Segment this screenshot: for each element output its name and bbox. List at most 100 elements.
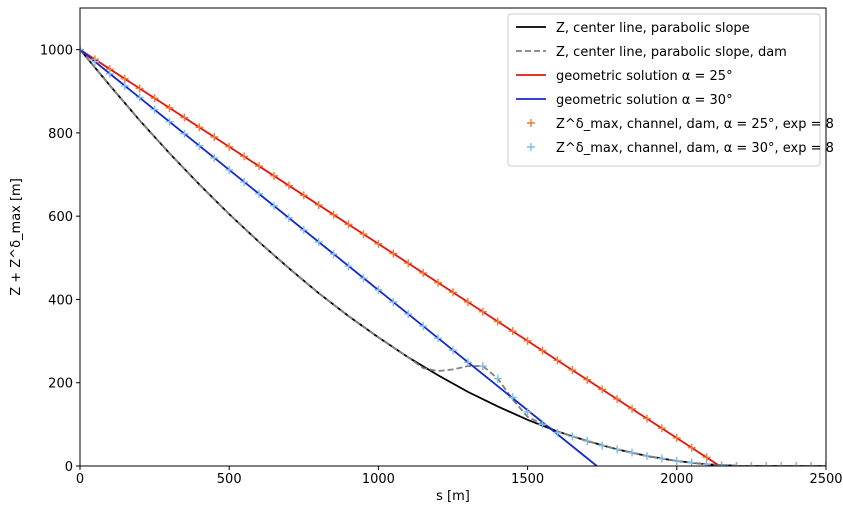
marker <box>583 437 592 446</box>
marker <box>493 317 502 326</box>
x-tick-label: 500 <box>217 472 242 487</box>
legend-label: Z, center line, parabolic slope <box>556 21 750 36</box>
y-tick-label: 0 <box>65 460 73 475</box>
marker <box>717 461 726 466</box>
marker <box>672 433 681 442</box>
marker <box>359 230 368 239</box>
marker <box>568 432 577 441</box>
marker <box>165 117 174 126</box>
marker <box>747 462 756 466</box>
legend-label: geometric solution α = 25° <box>556 69 733 84</box>
marker <box>583 375 592 384</box>
marker <box>284 181 293 190</box>
marker <box>434 334 443 343</box>
marker <box>225 142 234 151</box>
marker <box>628 448 637 457</box>
marker <box>359 274 368 283</box>
y-tick-label: 1000 <box>40 44 73 59</box>
y-axis-label: Z + Z^δ_max [m] <box>9 178 24 296</box>
marker <box>195 123 204 132</box>
marker <box>598 441 607 450</box>
marker <box>449 288 457 297</box>
marker <box>120 81 129 90</box>
marker <box>478 307 487 316</box>
marker <box>404 310 413 319</box>
marker <box>210 132 219 141</box>
x-tick-label: 0 <box>76 472 84 487</box>
marker <box>598 385 607 394</box>
legend-label: Z, center line, parabolic slope, dam <box>556 45 787 60</box>
marker <box>777 462 786 466</box>
marker <box>523 407 532 416</box>
marker <box>508 393 517 402</box>
marker <box>210 153 219 162</box>
marker <box>449 346 457 355</box>
marker <box>702 453 711 462</box>
marker <box>284 213 293 222</box>
x-tick-label: 2000 <box>660 472 693 487</box>
marker <box>150 105 159 114</box>
plot-area <box>80 45 826 466</box>
marker <box>687 458 696 466</box>
marker <box>792 462 801 466</box>
marker <box>329 210 338 219</box>
marker <box>269 201 278 210</box>
marker <box>180 129 189 138</box>
marker <box>642 414 651 423</box>
marker <box>478 362 487 371</box>
legend-label: Z^δ_max, channel, dam, α = 25°, exp = 8 <box>556 117 834 132</box>
marker <box>105 69 114 78</box>
x-axis-label: s [m] <box>436 489 470 504</box>
marker <box>165 103 174 112</box>
marker <box>419 268 428 277</box>
x-tick-label: 1000 <box>362 472 395 487</box>
marker <box>269 171 278 180</box>
marker <box>314 200 323 209</box>
marker <box>80 45 84 54</box>
legend-marker <box>527 119 535 127</box>
legend-box <box>507 13 821 167</box>
y-tick-label: 400 <box>48 293 73 308</box>
marker <box>568 365 577 374</box>
marker <box>642 452 651 461</box>
marker <box>613 445 622 454</box>
marker <box>90 57 99 66</box>
marker <box>195 141 204 150</box>
marker <box>628 404 637 413</box>
marker <box>135 84 144 93</box>
plot-frame <box>79 7 827 467</box>
marker <box>225 165 234 174</box>
marker <box>314 237 323 246</box>
legend-label: Z^δ_max, channel, dam, α = 30°, exp = 8 <box>556 141 834 156</box>
marker <box>299 191 308 200</box>
marker <box>240 152 249 161</box>
marker <box>389 249 398 258</box>
marker <box>672 457 681 466</box>
series-line <box>80 49 826 466</box>
marker <box>255 189 264 198</box>
marker <box>180 113 189 122</box>
legend-label: geometric solution α = 30° <box>556 93 733 108</box>
x-tick-label: 2500 <box>809 472 842 487</box>
marker <box>508 327 517 336</box>
marker <box>255 162 264 171</box>
marker <box>135 93 144 102</box>
legend-marker <box>527 143 535 151</box>
marker <box>762 462 771 466</box>
x-tick-label: 1500 <box>511 472 544 487</box>
marker <box>404 259 413 268</box>
marker <box>613 395 622 404</box>
marker <box>299 225 308 234</box>
marker <box>463 298 472 307</box>
marker <box>702 460 711 466</box>
marker <box>493 374 502 383</box>
marker <box>538 420 547 429</box>
marker <box>538 346 547 355</box>
marker <box>344 220 353 229</box>
y-tick-label: 600 <box>48 210 73 225</box>
marker <box>807 462 816 466</box>
marker <box>389 297 398 306</box>
marker <box>657 454 666 463</box>
marker <box>732 462 741 466</box>
